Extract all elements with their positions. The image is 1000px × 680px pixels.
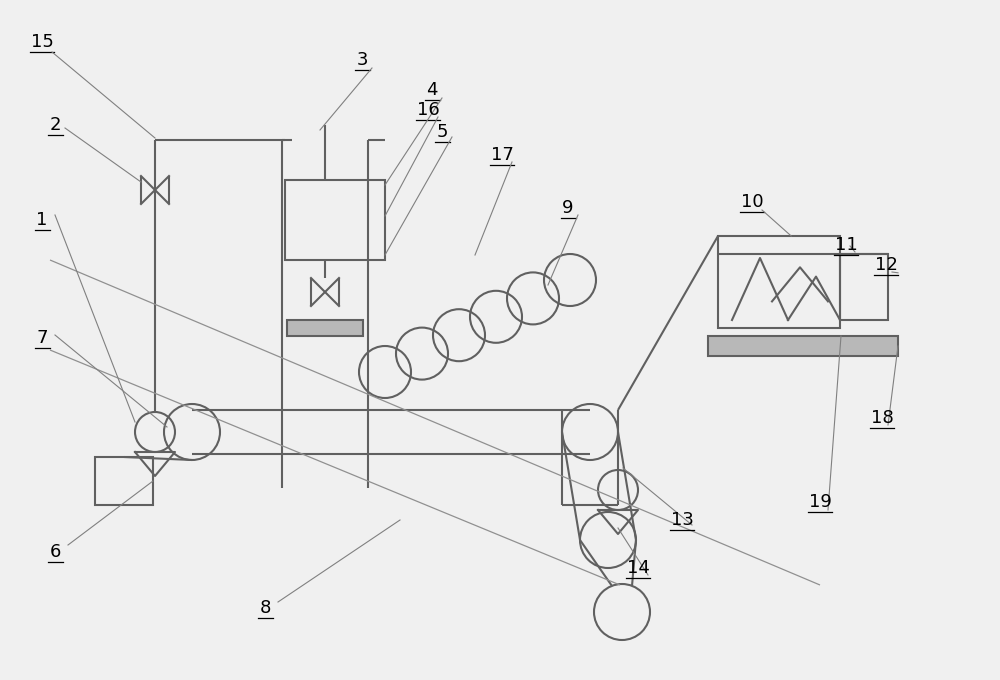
Bar xyxy=(95,457,153,505)
Bar xyxy=(708,336,898,356)
Text: 7: 7 xyxy=(36,329,48,347)
Text: 17: 17 xyxy=(491,146,513,164)
Text: 19: 19 xyxy=(809,493,831,511)
Text: 6: 6 xyxy=(49,543,61,561)
Text: 11: 11 xyxy=(835,236,857,254)
Text: 3: 3 xyxy=(356,51,368,69)
Bar xyxy=(285,180,385,260)
Text: 4: 4 xyxy=(426,81,438,99)
Text: 14: 14 xyxy=(627,559,649,577)
Bar xyxy=(840,254,888,320)
Text: 18: 18 xyxy=(871,409,893,427)
Text: 1: 1 xyxy=(36,211,48,229)
Bar xyxy=(287,320,363,336)
Text: 13: 13 xyxy=(671,511,693,529)
Text: 15: 15 xyxy=(31,33,53,51)
Text: 9: 9 xyxy=(562,199,574,217)
Text: 8: 8 xyxy=(259,599,271,617)
Text: 16: 16 xyxy=(417,101,439,119)
Bar xyxy=(718,236,840,328)
Text: 5: 5 xyxy=(436,123,448,141)
Text: 2: 2 xyxy=(49,116,61,134)
Text: 10: 10 xyxy=(741,193,763,211)
Text: 12: 12 xyxy=(875,256,897,274)
